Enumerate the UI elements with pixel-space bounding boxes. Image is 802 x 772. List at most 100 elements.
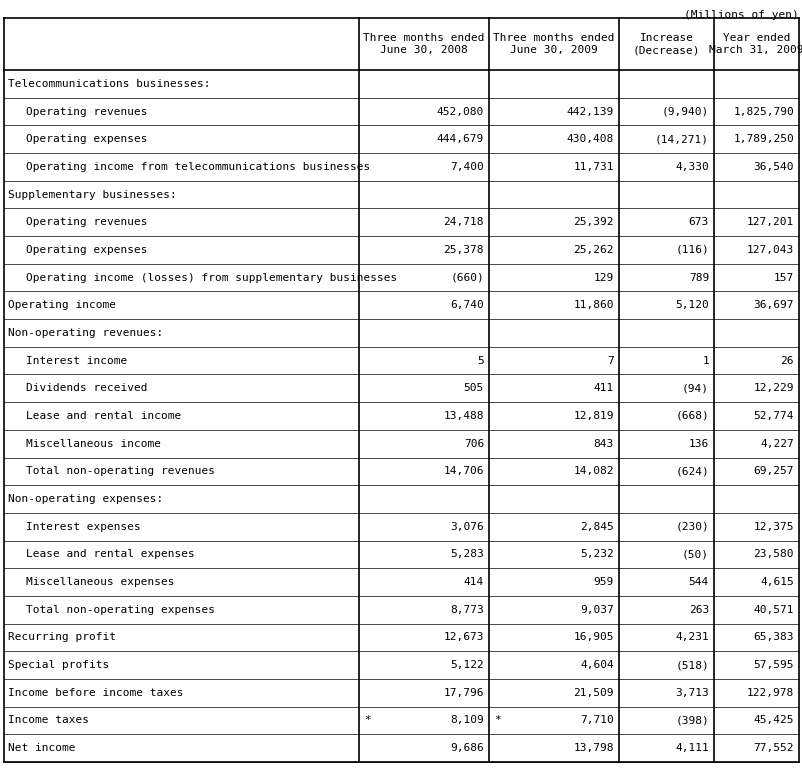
Text: 7: 7 [606, 356, 614, 366]
Text: 4,330: 4,330 [674, 162, 708, 172]
Text: 52,774: 52,774 [752, 411, 793, 421]
Text: Year ended
March 31, 2009: Year ended March 31, 2009 [708, 32, 802, 56]
Text: 8,109: 8,109 [450, 716, 484, 726]
Text: 17,796: 17,796 [443, 688, 484, 698]
Text: 9,037: 9,037 [580, 604, 614, 615]
Text: Three months ended
June 30, 2008: Three months ended June 30, 2008 [363, 32, 484, 56]
Text: Operating revenues: Operating revenues [26, 217, 148, 227]
Text: 444,679: 444,679 [436, 134, 484, 144]
Text: Increase
(Decrease): Increase (Decrease) [632, 32, 699, 56]
Text: 5,120: 5,120 [674, 300, 708, 310]
Text: 136: 136 [688, 438, 708, 449]
Text: Income taxes: Income taxes [8, 716, 89, 726]
Text: 5,232: 5,232 [580, 550, 614, 560]
Text: 2,845: 2,845 [580, 522, 614, 532]
Text: Operating expenses: Operating expenses [26, 245, 148, 255]
Text: (668): (668) [674, 411, 708, 421]
Text: Three months ended
June 30, 2009: Three months ended June 30, 2009 [492, 32, 614, 56]
Text: 5,122: 5,122 [450, 660, 484, 670]
Text: 4,227: 4,227 [759, 438, 793, 449]
Text: Non-operating revenues:: Non-operating revenues: [8, 328, 163, 338]
Text: 505: 505 [464, 384, 484, 393]
Text: 65,383: 65,383 [752, 632, 793, 642]
Text: Operating income from telecommunications businesses: Operating income from telecommunications… [26, 162, 370, 172]
Text: 11,731: 11,731 [573, 162, 614, 172]
Text: Dividends received: Dividends received [26, 384, 148, 393]
Text: Telecommunications businesses:: Telecommunications businesses: [8, 79, 210, 89]
Text: Operating income: Operating income [8, 300, 115, 310]
Text: 4,231: 4,231 [674, 632, 708, 642]
Text: 69,257: 69,257 [752, 466, 793, 476]
Text: Special profits: Special profits [8, 660, 109, 670]
Text: *: * [493, 716, 500, 726]
Text: Miscellaneous income: Miscellaneous income [26, 438, 160, 449]
Text: 4,615: 4,615 [759, 577, 793, 587]
Text: (624): (624) [674, 466, 708, 476]
Text: Operating income (losses) from supplementary businesses: Operating income (losses) from supplemen… [26, 273, 397, 283]
Text: Interest income: Interest income [26, 356, 127, 366]
Text: 13,488: 13,488 [443, 411, 484, 421]
Text: (230): (230) [674, 522, 708, 532]
Text: (94): (94) [681, 384, 708, 393]
Text: 12,819: 12,819 [573, 411, 614, 421]
Text: 411: 411 [593, 384, 614, 393]
Text: 26: 26 [780, 356, 793, 366]
Text: (398): (398) [674, 716, 708, 726]
Text: 25,262: 25,262 [573, 245, 614, 255]
Text: Net income: Net income [8, 743, 75, 753]
Text: 706: 706 [464, 438, 484, 449]
Text: 23,580: 23,580 [752, 550, 793, 560]
Text: 36,697: 36,697 [752, 300, 793, 310]
Text: Lease and rental income: Lease and rental income [26, 411, 181, 421]
Text: 1,789,250: 1,789,250 [732, 134, 793, 144]
Text: Total non-operating expenses: Total non-operating expenses [26, 604, 215, 615]
Text: 12,229: 12,229 [752, 384, 793, 393]
Text: (660): (660) [450, 273, 484, 283]
Text: 24,718: 24,718 [443, 217, 484, 227]
Text: 414: 414 [464, 577, 484, 587]
Text: 129: 129 [593, 273, 614, 283]
Text: Interest expenses: Interest expenses [26, 522, 140, 532]
Text: Miscellaneous expenses: Miscellaneous expenses [26, 577, 174, 587]
Text: (518): (518) [674, 660, 708, 670]
Text: Non-operating expenses:: Non-operating expenses: [8, 494, 163, 504]
Text: 13,798: 13,798 [573, 743, 614, 753]
Text: Income before income taxes: Income before income taxes [8, 688, 184, 698]
Text: 16,905: 16,905 [573, 632, 614, 642]
Text: 127,043: 127,043 [746, 245, 793, 255]
Text: 57,595: 57,595 [752, 660, 793, 670]
Text: 452,080: 452,080 [436, 107, 484, 117]
Text: (9,940): (9,940) [661, 107, 708, 117]
Text: 789: 789 [688, 273, 708, 283]
Text: *: * [363, 716, 371, 726]
Text: 4,604: 4,604 [580, 660, 614, 670]
Text: Operating revenues: Operating revenues [26, 107, 148, 117]
Text: 430,408: 430,408 [566, 134, 614, 144]
Text: 263: 263 [688, 604, 708, 615]
Text: 40,571: 40,571 [752, 604, 793, 615]
Text: 25,392: 25,392 [573, 217, 614, 227]
Text: Recurring profit: Recurring profit [8, 632, 115, 642]
Text: 1,825,790: 1,825,790 [732, 107, 793, 117]
Text: 3,076: 3,076 [450, 522, 484, 532]
Text: Operating expenses: Operating expenses [26, 134, 148, 144]
Text: 5,283: 5,283 [450, 550, 484, 560]
Text: 157: 157 [773, 273, 793, 283]
Text: 6,740: 6,740 [450, 300, 484, 310]
Text: 8,773: 8,773 [450, 604, 484, 615]
Text: Total non-operating revenues: Total non-operating revenues [26, 466, 215, 476]
Text: 12,673: 12,673 [443, 632, 484, 642]
Text: (14,271): (14,271) [654, 134, 708, 144]
Text: 5: 5 [476, 356, 484, 366]
Text: 11,860: 11,860 [573, 300, 614, 310]
Text: 25,378: 25,378 [443, 245, 484, 255]
Text: 3,713: 3,713 [674, 688, 708, 698]
Text: 1: 1 [702, 356, 708, 366]
Text: 45,425: 45,425 [752, 716, 793, 726]
Text: 544: 544 [688, 577, 708, 587]
Text: 843: 843 [593, 438, 614, 449]
Text: (116): (116) [674, 245, 708, 255]
Text: Supplementary businesses:: Supplementary businesses: [8, 190, 176, 199]
Text: 7,400: 7,400 [450, 162, 484, 172]
Text: (50): (50) [681, 550, 708, 560]
